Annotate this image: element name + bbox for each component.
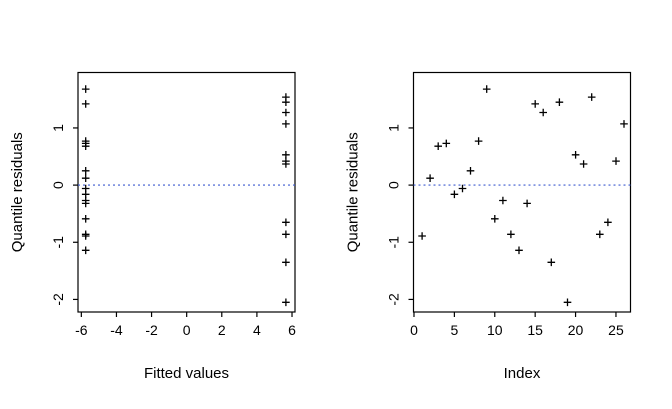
data-point-marker [282, 230, 290, 239]
y-tick-label: 0 [50, 181, 66, 189]
data-point-marker [282, 93, 290, 101]
data-point-marker [515, 246, 523, 255]
data-point-marker [81, 230, 90, 239]
data-point-marker [474, 137, 483, 145]
x-tick-label: 0 [410, 322, 418, 338]
y-axis-title: Quantile residuals [9, 132, 26, 252]
data-point-marker [604, 218, 612, 227]
x-tick-label: 4 [253, 322, 261, 338]
plot-box [77, 71, 296, 313]
data-point-marker [426, 174, 434, 182]
data-point-marker [81, 167, 90, 175]
data-point-marker [571, 151, 580, 159]
y-tick-label: -2 [386, 293, 402, 306]
fitted-values-plot-panel: -6 -4 -2 0 2 4 6 -2 -1 0 1 Fitted values Quantile re… [9, 71, 296, 382]
y-tick-label: -2 [50, 293, 66, 306]
data-point-marker [81, 100, 90, 108]
plot-box [412, 71, 632, 313]
data-point-marker [81, 246, 90, 255]
data-point-marker [81, 174, 90, 182]
y-tick-label: 0 [386, 181, 402, 189]
data-point-marker [466, 167, 475, 175]
x-tick-label: 2 [218, 322, 226, 338]
data-point-marker [282, 108, 290, 117]
data-point-marker [81, 184, 90, 193]
data-point-marker [555, 98, 564, 106]
x-axis-title: Index [504, 365, 541, 382]
y-axis-title: Quantile residuals [345, 132, 362, 252]
data-point-marker [563, 298, 572, 307]
data-point-marker [282, 258, 290, 267]
x-tick-label: -4 [110, 322, 123, 338]
data-point-marker [499, 196, 507, 205]
data-point-marker [612, 157, 620, 165]
data-point-marker [587, 93, 596, 101]
y-tick-label: 1 [50, 124, 66, 132]
data-point-marker [458, 184, 467, 193]
data-point-marker [442, 139, 451, 148]
data-point-marker [418, 232, 426, 240]
data-point-marker [81, 199, 90, 208]
data-point-marker [596, 230, 604, 239]
x-tick-label: -2 [145, 322, 158, 338]
index-plot-panel: 0 5 10 15 20 25 -2 -1 0 1 Index Quantile residuals [345, 71, 632, 382]
x-axis-title: Fitted values [144, 365, 229, 382]
data-point-marker [547, 258, 556, 267]
x-tick-label: 6 [288, 322, 296, 338]
x-tick-label: 15 [527, 322, 543, 338]
x-tick-label: -6 [75, 322, 88, 338]
data-point-marker [531, 100, 539, 108]
data-point-marker [482, 85, 491, 93]
data-point-marker [282, 218, 290, 227]
y-tick-label: -1 [50, 236, 66, 249]
data-point-marker [539, 108, 547, 117]
data-point-marker [434, 142, 442, 150]
data-point-marker [450, 190, 459, 199]
data-point-marker [282, 157, 290, 165]
x-tick-label: 5 [450, 322, 458, 338]
data-point-marker [81, 215, 90, 223]
data-point-marker [620, 120, 628, 128]
data-point-marker [81, 137, 90, 145]
y-tick-label: 1 [386, 124, 402, 132]
x-tick-label: 0 [183, 322, 191, 338]
x-tick-label: 25 [608, 322, 624, 338]
data-point-marker [507, 230, 515, 239]
x-tick-label: 20 [568, 322, 584, 338]
data-point-marker [282, 298, 290, 307]
y-tick-label: -1 [386, 236, 402, 249]
data-point-marker [579, 160, 588, 168]
data-point-marker [491, 215, 499, 223]
data-point-marker [523, 199, 531, 208]
data-point-marker [282, 120, 290, 128]
data-point-marker [81, 85, 90, 93]
x-tick-label: 10 [487, 322, 503, 338]
